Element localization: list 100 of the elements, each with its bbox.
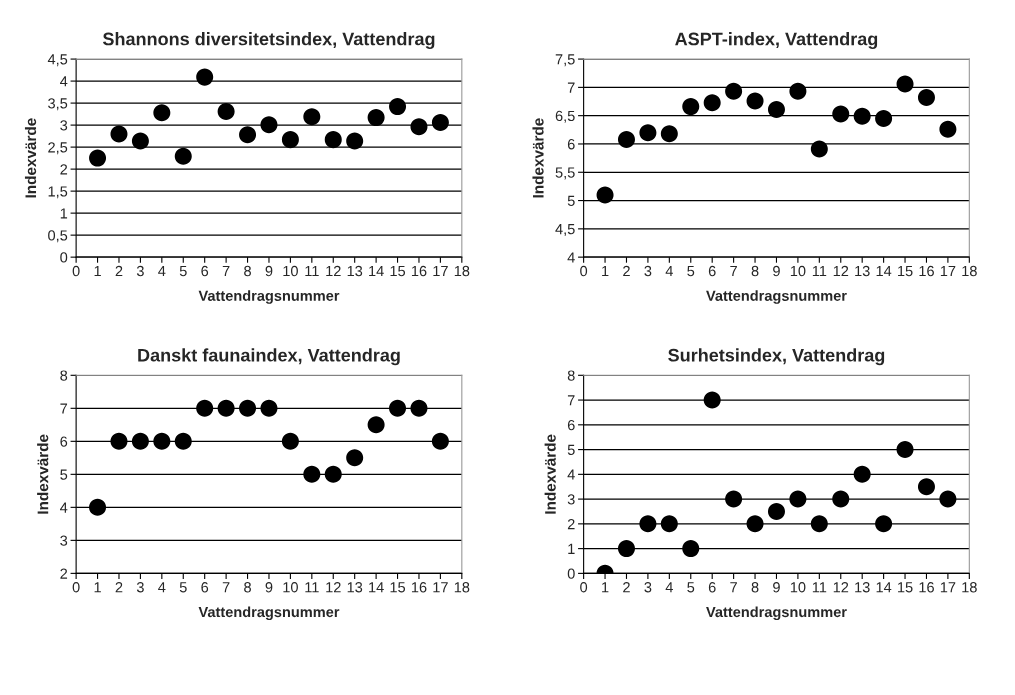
point — [196, 68, 214, 86]
point — [917, 89, 935, 107]
point — [810, 140, 828, 158]
y-tick-label: 7 — [567, 395, 575, 406]
point — [682, 540, 700, 558]
x-tick-label: 4 — [665, 266, 673, 277]
x-tick-label: 15 — [898, 582, 913, 593]
y-tick-label: 6 — [567, 139, 575, 150]
x-tick-label: 13 — [347, 582, 363, 593]
point — [131, 132, 149, 150]
x-axis-title: Vattendragsnummer — [706, 290, 847, 304]
x-axis-title: Vattendragsnummer — [706, 606, 847, 621]
y-tick-label: 7,5 — [555, 54, 575, 67]
x-tick-label: 4 — [665, 582, 673, 593]
y-tick-label: 4 — [567, 252, 575, 263]
y-tick-label: 8 — [567, 370, 575, 381]
y-axis-title: Indexvärde — [37, 434, 49, 514]
x-tick-label: 6 — [201, 265, 209, 277]
y-tick-label: 7 — [60, 403, 68, 414]
x-tick-label: 11 — [305, 266, 319, 277]
x-tick-label: 1 — [94, 266, 101, 277]
y-tick-label: 7 — [567, 82, 575, 93]
point — [832, 490, 850, 508]
y-tick-label: 2 — [60, 164, 68, 175]
chart-title: Shannons diversitetsindex, Vattendrag — [102, 32, 435, 50]
x-tick-label: 2 — [115, 582, 123, 593]
x-tick-label: 14 — [876, 266, 892, 277]
point — [324, 131, 342, 149]
x-axis-title: Vattendragsnummer — [198, 290, 340, 304]
point — [153, 104, 171, 122]
x-tick-label: 3 — [644, 265, 652, 277]
y-tick-label: 5 — [567, 444, 575, 456]
x-tick-label: 12 — [833, 265, 849, 277]
point — [810, 515, 828, 533]
point — [217, 399, 235, 417]
point — [367, 109, 385, 127]
x-tick-label: 14 — [369, 582, 384, 593]
y-tick-label: 3 — [60, 535, 68, 546]
point — [746, 92, 764, 110]
point — [896, 75, 914, 93]
point — [917, 478, 935, 496]
x-tick-label: 1 — [602, 582, 609, 593]
x-tick-label: 1 — [602, 266, 609, 277]
point — [703, 94, 721, 112]
x-tick-label: 3 — [136, 582, 144, 593]
point — [789, 82, 807, 100]
point — [239, 399, 257, 417]
x-tick-label: 5 — [179, 582, 187, 593]
point — [89, 498, 107, 516]
x-tick-label: 16 — [411, 582, 427, 593]
x-tick-label: 0 — [580, 265, 588, 277]
x-tick-label: 1 — [94, 582, 101, 593]
point — [703, 391, 721, 409]
y-tick-label: 1 — [568, 543, 575, 554]
x-tick-label: 7 — [730, 582, 737, 593]
point — [410, 118, 428, 136]
x-tick-label: 15 — [390, 266, 406, 277]
y-tick-label: 2,5 — [48, 142, 68, 155]
x-tick-label: 12 — [326, 265, 341, 277]
x-tick-label: 7 — [222, 582, 230, 593]
y-tick-label: 2 — [567, 518, 575, 530]
y-tick-label: 0 — [60, 252, 68, 263]
x-tick-label: 8 — [751, 582, 759, 593]
point — [389, 399, 407, 417]
y-tick-label: 3,5 — [48, 98, 68, 111]
point — [725, 82, 743, 100]
x-tick-label: 17 — [940, 582, 956, 593]
point — [196, 399, 214, 417]
point — [767, 100, 785, 118]
y-tick-label: 0 — [567, 568, 575, 579]
x-tick-label: 15 — [390, 582, 406, 593]
x-axis-title: Vattendragsnummer — [198, 606, 340, 621]
x-tick-label: 2 — [623, 582, 630, 593]
x-tick-label: 16 — [919, 265, 934, 277]
point — [174, 432, 192, 450]
y-axis-title: Indexvärde — [24, 118, 37, 198]
point — [324, 465, 342, 483]
x-tick-label: 7 — [730, 266, 737, 277]
x-tick-label: 8 — [244, 582, 251, 593]
point — [131, 432, 149, 450]
x-tick-label: 4 — [158, 582, 166, 593]
x-tick-label: 0 — [580, 582, 588, 593]
point — [617, 130, 635, 148]
x-tick-label: 0 — [72, 582, 80, 593]
x-tick-label: 15 — [898, 266, 913, 277]
point — [660, 515, 678, 533]
point — [281, 432, 299, 450]
x-tick-label: 5 — [179, 266, 187, 277]
x-tick-label: 16 — [919, 582, 934, 593]
x-tick-label: 16 — [411, 265, 427, 277]
x-tick-label: 10 — [283, 265, 298, 277]
chart-title: ASPT-index, Vattendrag — [675, 32, 878, 50]
point — [431, 432, 449, 450]
point — [217, 102, 235, 120]
point — [939, 120, 957, 138]
y-tick-label: 1 — [60, 208, 68, 219]
y-tick-label: 4,5 — [555, 224, 575, 236]
y-tick-label: 6 — [60, 436, 68, 447]
x-tick-label: 12 — [326, 582, 341, 593]
y-tick-label: 1,5 — [48, 186, 68, 199]
